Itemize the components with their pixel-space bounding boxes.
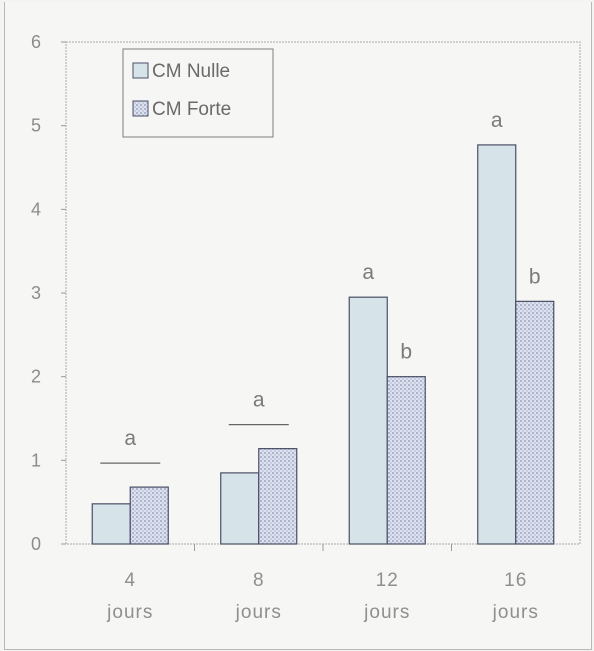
y-tick-label: 1 bbox=[31, 450, 41, 470]
x-tick-label: 16 bbox=[504, 570, 527, 591]
x-tick-label: 4 bbox=[124, 570, 136, 591]
y-tick-label: 4 bbox=[31, 199, 41, 219]
bar-cm-nulle bbox=[477, 144, 517, 545]
bar-cm-nulle bbox=[348, 296, 388, 545]
bar-cm-forte bbox=[515, 300, 555, 545]
significance-letter: a bbox=[491, 109, 503, 132]
legend-swatch bbox=[132, 62, 149, 79]
legend-label: CM Forte bbox=[152, 99, 231, 120]
y-tick-label: 0 bbox=[31, 534, 41, 554]
x-tick-label: jours bbox=[106, 602, 153, 623]
y-tick-label: 3 bbox=[31, 283, 41, 303]
significance-letter: a bbox=[362, 261, 374, 284]
bar-cm-forte bbox=[258, 448, 298, 545]
x-axis: 4 jours 8 jours 12 jours 16 jours bbox=[106, 544, 539, 623]
x-tick-label: jours bbox=[492, 602, 539, 623]
legend: CM Nulle CM Forte bbox=[122, 48, 274, 138]
y-tick-label: 5 bbox=[31, 116, 41, 136]
y-tick-label: 2 bbox=[31, 367, 41, 387]
x-tick-label: jours bbox=[235, 602, 282, 623]
bar-cm-nulle bbox=[91, 503, 131, 545]
y-tick-label: 6 bbox=[31, 32, 41, 52]
bars bbox=[91, 144, 555, 545]
bar-cm-forte bbox=[129, 486, 169, 545]
x-tick-label: 8 bbox=[253, 570, 265, 591]
x-tick-label: 12 bbox=[376, 570, 399, 591]
significance-letter: b bbox=[529, 265, 541, 288]
y-axis: 0 1 2 3 4 5 6 bbox=[31, 32, 66, 554]
bar-cm-forte bbox=[386, 376, 426, 545]
significance-letter: b bbox=[400, 341, 412, 364]
significance-letter: a bbox=[253, 389, 265, 412]
bar-cm-nulle bbox=[220, 472, 260, 545]
legend-swatch bbox=[132, 100, 149, 117]
legend-label: CM Nulle bbox=[152, 61, 230, 82]
x-tick-label: jours bbox=[363, 602, 410, 623]
significance-letter: a bbox=[124, 427, 136, 450]
significance-annotations: a a a b a b bbox=[100, 109, 541, 464]
